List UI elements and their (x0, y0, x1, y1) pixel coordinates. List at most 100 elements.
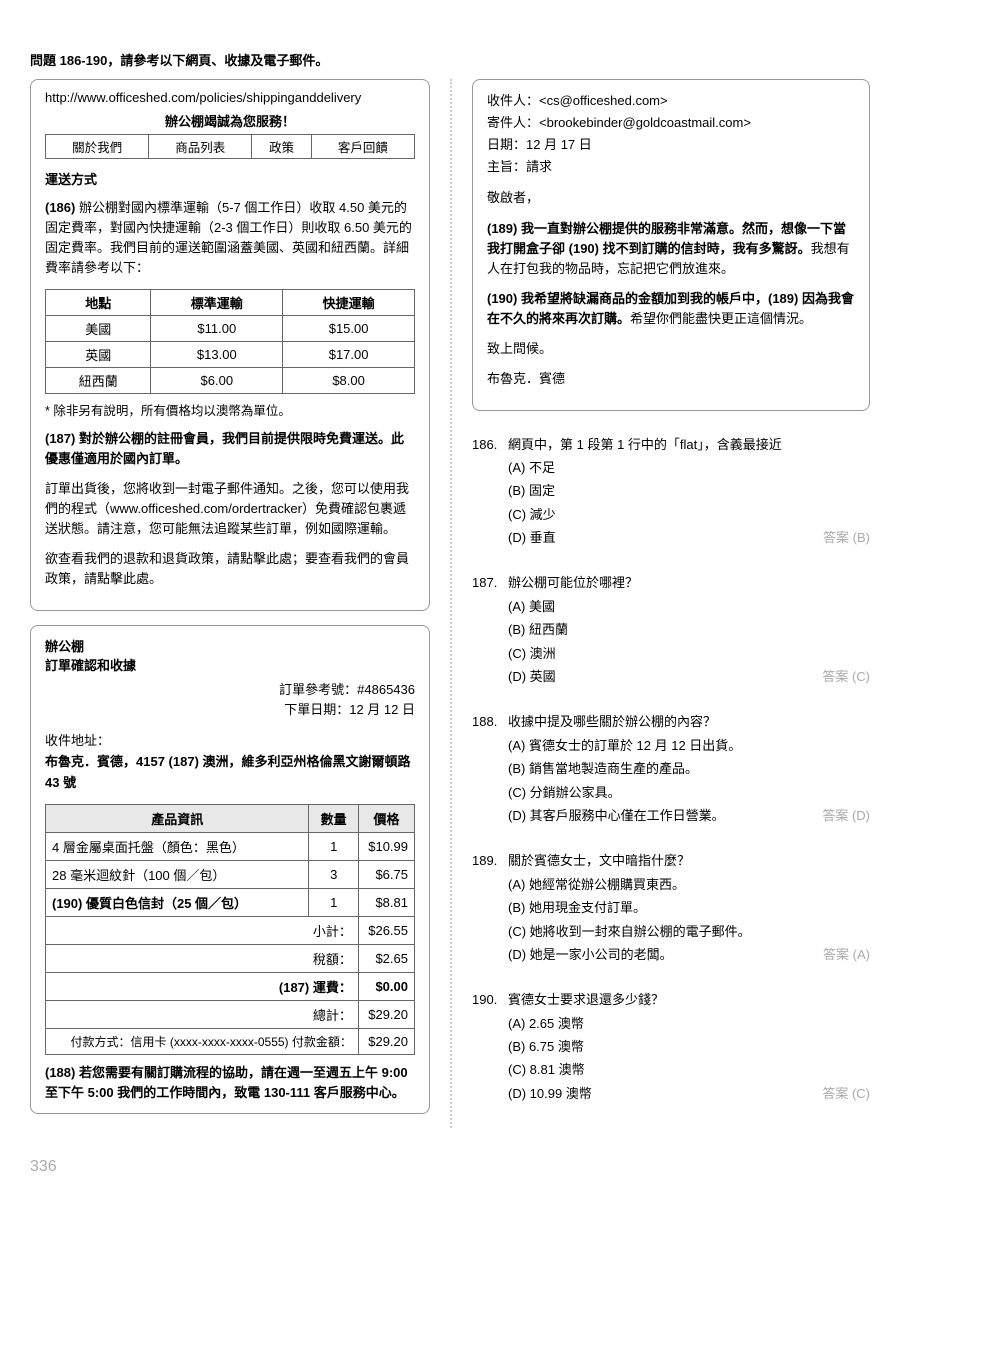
product-qty: 1 (309, 832, 358, 860)
option-text: (A) 不足 (508, 456, 870, 479)
option-row: (A) 2.65 澳幣 (508, 1012, 870, 1035)
option-text: (C) 澳洲 (508, 642, 870, 665)
option-text: (A) 2.65 澳幣 (508, 1012, 870, 1035)
from-value: <brookebinder@goldcoastmail.com> (539, 115, 751, 130)
ship-label-text: 運費： (313, 980, 352, 995)
marker-189b: (189) (768, 291, 798, 306)
option-text: (B) 銷售當地製造商生產的產品。 (508, 757, 870, 780)
option-row: (D) 英國答案 (C) (508, 665, 870, 688)
tax-value: $2.65 (358, 944, 414, 972)
member-offer-text: 對於辦公棚的註冊會員，我們目前提供限時免費運送。此優惠僅適用於國內訂單。 (45, 431, 404, 466)
product-price: $8.81 (358, 888, 414, 916)
email-greeting: 敬啟者， (487, 188, 855, 208)
cell: $6.00 (151, 367, 283, 393)
receipt-panel: 辦公棚 訂單確認和收據 訂單參考號：#4865436 下單日期：12 月 12 … (30, 625, 430, 1114)
option-text: (A) 她經常從辦公棚購買東西。 (508, 873, 870, 896)
questions: 186.網頁中，第 1 段第 1 行中的「flat」，含義最接近(A) 不足(B… (472, 433, 870, 1106)
question-stem: 收據中提及哪些關於辦公棚的內容？ (508, 710, 870, 733)
nav-item: 關於我們 (46, 135, 149, 159)
option-row: (C) 分銷辦公家具。 (508, 781, 870, 804)
question-block: 187.辦公棚可能位於哪裡？(A) 美國(B) 紐西蘭(C) 澳洲(D) 英國答… (472, 571, 870, 688)
tax-label: 稅額： (46, 944, 359, 972)
total-row: 總計：$29.20 (46, 1000, 415, 1028)
product-qty: 3 (309, 860, 358, 888)
shipping-title: 運送方式 (45, 169, 415, 188)
option-text: (A) 美國 (508, 595, 870, 618)
cell: 紐西蘭 (46, 367, 151, 393)
nav-item: 客戶回饋 (311, 135, 414, 159)
option-row: (C) 澳洲 (508, 642, 870, 665)
answer-label: 答案 (D) (812, 804, 870, 827)
to-value: <cs@officeshed.com> (539, 93, 668, 108)
product-name: 28 毫米迴紋針（100 個／包） (46, 860, 309, 888)
p1-text: 辦公棚對國內標準運輸（5-7 個工作日）收取 4.50 美元的固定費率，對國內快… (45, 200, 412, 275)
option-row: (B) 她用現金支付訂單。 (508, 896, 870, 919)
option-text: (C) 8.81 澳幣 (508, 1058, 870, 1081)
option-row: (C) 減少 (508, 503, 870, 526)
ship-head: 標準運輸 (151, 289, 283, 315)
cell: $13.00 (151, 341, 283, 367)
tracking-info: 訂單出貨後，您將收到一封電子郵件通知。之後，您可以使用我們的程式（www.off… (45, 479, 415, 539)
question-block: 190.賓德女士要求退還多少錢？(A) 2.65 澳幣(B) 6.75 澳幣(C… (472, 988, 870, 1105)
cell: $15.00 (283, 315, 415, 341)
email-panel: 收件人：<cs@officeshed.com> 寄件人：<brookebinde… (472, 79, 870, 411)
email-date-label: 日期： (487, 137, 526, 152)
email-header: 收件人：<cs@officeshed.com> 寄件人：<brookebinde… (487, 90, 855, 178)
left-column: http://www.officeshed.com/policies/shipp… (30, 79, 450, 1128)
answer-label: 答案 (C) (812, 1082, 870, 1105)
member-offer: (187) 對於辦公棚的註冊會員，我們目前提供限時免費運送。此優惠僅適用於國內訂… (45, 429, 415, 469)
cell: $8.00 (283, 367, 415, 393)
email-body-p1: (189) 我一直對辦公棚提供的服務非常滿意。然而，想像一下當我打開盒子卻 (1… (487, 219, 855, 279)
webpage-nav: 關於我們 商品列表 政策 客戶回饋 (45, 134, 415, 159)
option-row: (C) 8.81 澳幣 (508, 1058, 870, 1081)
question-number: 188. (472, 710, 508, 733)
shipping-rates-table: 地點 標準運輸 快捷運輸 美國$11.00$15.00 英國$13.00$17.… (45, 289, 415, 394)
marker-189a: (189) (487, 221, 517, 236)
ship-value: $0.00 (358, 972, 414, 1000)
product-price: $10.99 (358, 832, 414, 860)
order-reference: 訂單參考號：#4865436 下單日期：12 月 12 日 (45, 680, 415, 722)
order-items-table: 產品資訊 數量 價格 4 層金屬桌面托盤（顏色：黑色） 1 $10.99 28 … (45, 804, 415, 1055)
question-stem: 關於賓德女士，文中暗指什麼？ (508, 849, 870, 872)
table-row: 4 層金屬桌面托盤（顏色：黑色） 1 $10.99 (46, 832, 415, 860)
page-columns: http://www.officeshed.com/policies/shipp… (30, 79, 970, 1128)
webpage-url: http://www.officeshed.com/policies/shipp… (45, 90, 415, 105)
policies-links: 欲查看我們的退款和退貨政策，請點擊此處；要查看我們的會員政策，請點擊此處。 (45, 549, 415, 589)
order-date-value: 12 月 12 日 (349, 702, 415, 717)
subject-value: 請求 (526, 159, 552, 174)
email-signature: 布魯克．賓德 (487, 369, 855, 389)
question-stem: 辦公棚可能位於哪裡？ (508, 571, 870, 594)
option-row: (A) 美國 (508, 595, 870, 618)
product-price: $6.75 (358, 860, 414, 888)
ship-label: (187) 運費： (46, 972, 359, 1000)
question-stem: 網頁中，第 1 段第 1 行中的「flat」，含義最接近 (508, 433, 870, 456)
ref-label: 訂單參考號： (279, 682, 357, 697)
currency-footnote: * 除非另有說明，所有價格均以澳幣為單位。 (45, 400, 415, 419)
option-text: (D) 她是一家小公司的老闆。 (508, 943, 813, 966)
order-head-price: 價格 (358, 804, 414, 832)
option-text: (B) 她用現金支付訂單。 (508, 896, 870, 919)
answer-label: 答案 (A) (813, 943, 870, 966)
question-block: 188.收據中提及哪些關於辦公棚的內容？(A) 賓德女士的訂單於 12 月 12… (472, 710, 870, 827)
nav-item: 商品列表 (149, 135, 252, 159)
cell: $11.00 (151, 315, 283, 341)
ref-value: #4865436 (357, 682, 415, 697)
marker-187-ship: (187) (279, 980, 309, 995)
page-number: 336 (30, 1158, 970, 1176)
option-row: (D) 她是一家小公司的老闆。答案 (A) (508, 943, 870, 966)
order-head-product: 產品資訊 (46, 804, 309, 832)
option-text: (C) 減少 (508, 503, 870, 526)
option-row: (B) 紐西蘭 (508, 618, 870, 641)
email-closing: 致上問候。 (487, 339, 855, 359)
webpage-panel: http://www.officeshed.com/policies/shipp… (30, 79, 430, 611)
subject-label: 主旨： (487, 159, 526, 174)
question-number: 186. (472, 433, 508, 456)
product-name-text: 優質白色信封（25 個／包） (86, 896, 247, 911)
option-text: (C) 分銷辦公家具。 (508, 781, 870, 804)
marker-190-item: (190) (52, 896, 82, 911)
table-row: 28 毫米迴紋針（100 個／包） 3 $6.75 (46, 860, 415, 888)
option-row: (D) 其客戶服務中心僅在工作日營業。答案 (D) (508, 804, 870, 827)
option-text: (D) 垂直 (508, 526, 813, 549)
option-text: (B) 固定 (508, 479, 870, 502)
subtotal-value: $26.55 (358, 916, 414, 944)
